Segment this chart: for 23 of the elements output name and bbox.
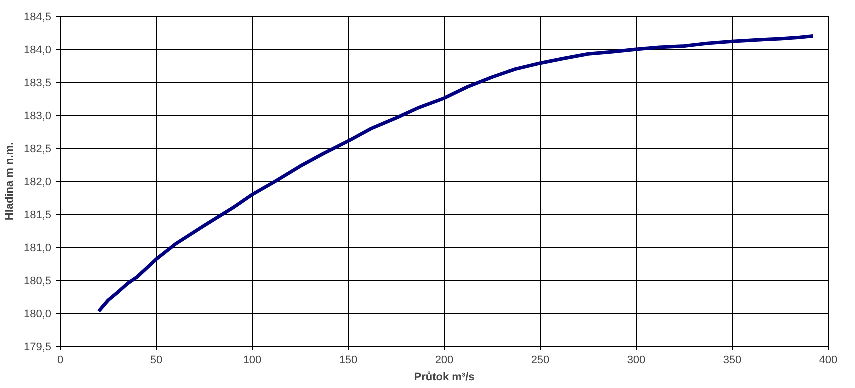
x-tick-label: 350 (723, 354, 742, 366)
y-tick-label: 183,0 (24, 110, 52, 122)
x-tick-label: 150 (339, 354, 358, 366)
x-tick-label: 50 (150, 354, 163, 366)
x-tick-label: 250 (531, 354, 550, 366)
x-tick-label: 100 (243, 354, 262, 366)
y-tick-label: 179,5 (24, 342, 52, 354)
y-tick-label: 180,0 (24, 308, 52, 320)
y-tick-label: 184,0 (24, 44, 52, 56)
x-tick-label: 200 (435, 354, 454, 366)
y-tick-label: 181,0 (24, 242, 52, 254)
line-series (97, 34, 815, 314)
y-tick-label: 180,5 (24, 276, 52, 288)
x-axis-title: Průtok m³/s (414, 372, 475, 384)
x-tick-label: 400 (819, 354, 838, 366)
y-axis-title: Hladina m n.m. (4, 142, 16, 221)
x-tick-label: 0 (57, 354, 64, 366)
y-tick-label: 182,0 (24, 176, 52, 188)
x-tick-label: 300 (627, 354, 646, 366)
y-tick-label: 181,5 (24, 210, 52, 222)
y-tick-label: 183,5 (24, 78, 52, 90)
y-tick-label: 182,5 (24, 144, 52, 156)
y-tick-label: 184,5 (24, 12, 52, 24)
